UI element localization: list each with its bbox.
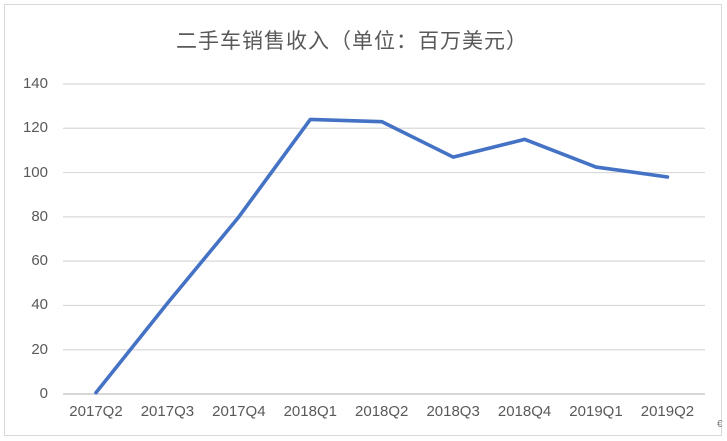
y-axis-tick-label: 80	[31, 207, 48, 225]
y-axis-tick-label: 100	[22, 163, 48, 181]
x-axis-tick-label: 2017Q4	[212, 403, 266, 420]
data-series-line	[94, 117, 670, 395]
y-axis-tick-label: 60	[31, 252, 48, 270]
x-axis-tick-label: 2019Q1	[569, 403, 623, 420]
x-axis-tick-label: 2017Q3	[140, 403, 195, 420]
x-axis-tick-label: 2018Q3	[426, 403, 480, 420]
x-axis-tick-label: 2019Q2	[640, 403, 695, 420]
stray-artifact-glyph: €	[717, 419, 723, 430]
x-axis-tick-label: 2018Q1	[283, 403, 337, 420]
chart-title: 二手车销售收入（单位：百万美元）	[176, 30, 528, 53]
chart-container: 二手车销售收入（单位：百万美元）	[4, 4, 722, 436]
x-axis-tick-label: 2018Q4	[497, 403, 552, 420]
y-axis-tick-label: 40	[31, 296, 48, 314]
x-axis-tick-label: 2018Q2	[355, 403, 409, 420]
y-axis-tick-label: 140	[22, 75, 48, 92]
y-axis-tick-label: 20	[31, 340, 48, 358]
y-axis-tick-label: 120	[22, 119, 48, 137]
x-axis-tick-label: 2017Q2	[69, 403, 123, 420]
y-axis-tick-label: 0	[39, 385, 48, 402]
